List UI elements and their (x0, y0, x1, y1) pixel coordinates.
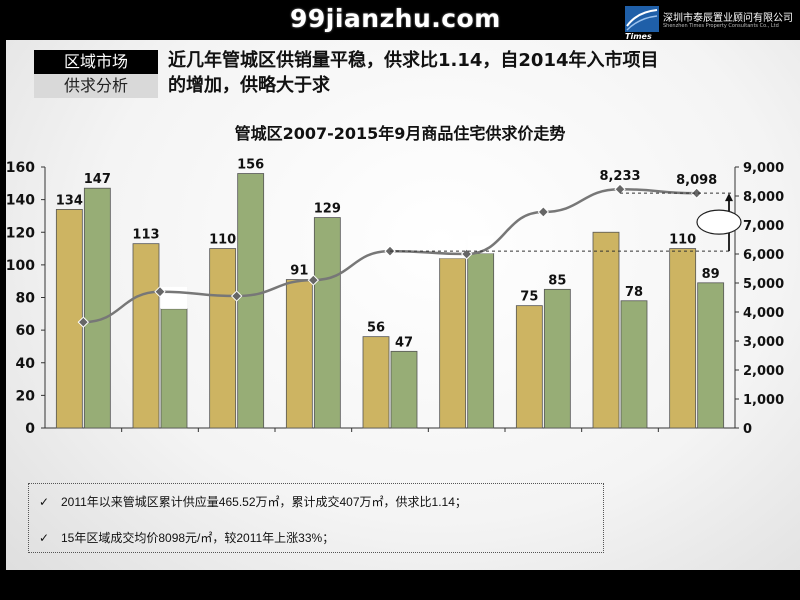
right-axis-tick-label: 8,000 (743, 190, 784, 205)
bar-value-label: 113 (132, 228, 159, 243)
note-text: 2011年以来管城区累计供应量465.52万㎡，累计成交407万㎡，供求比1.1… (61, 495, 467, 509)
left-axis-tick-label: 40 (16, 356, 36, 372)
sales-bar (313, 217, 341, 429)
supply-bar (55, 209, 83, 429)
check-icon: ✓ (39, 495, 50, 509)
left-axis-tick-label: 20 (16, 388, 36, 404)
bar-value-label: 156 (237, 158, 264, 173)
sales-bar (390, 350, 418, 429)
section-label-bottom: 供求分析 (34, 74, 158, 98)
price-point (614, 183, 626, 195)
price-value-label: 8,233 (599, 169, 640, 184)
left-axis-tick-label: 80 (16, 291, 36, 307)
right-axis-tick-label: 2,000 (743, 364, 784, 379)
top-bar (0, 0, 800, 40)
left-axis-tick-label: 60 (16, 323, 36, 339)
price-point (690, 187, 703, 199)
bar-value-label: 110 (209, 233, 236, 248)
right-axis-tick-label: 7,000 (743, 219, 784, 234)
supply-demand-price-chart: 0 20 40 60 80 100 120 140 160 0 1,000 2,000 3,000 4,0… (6, 158, 784, 437)
left-axis-tick-label: 140 (6, 193, 35, 209)
note-item: ✓ 15年区域成交均价8098元/㎡，较2011年上涨33%； (39, 529, 334, 546)
sales-bar (620, 300, 648, 429)
sales-bar (467, 253, 495, 429)
sales-bar (697, 282, 725, 429)
supply-bar (285, 279, 313, 429)
price-point (77, 316, 90, 328)
left-axis-tick-label: 0 (25, 421, 35, 437)
note-item: ✓ 2011年以来管城区累计供应量465.52万㎡，累计成交407万㎡，供求比1.… (39, 493, 467, 510)
right-axis-tick-label: 5,000 (743, 277, 784, 292)
supply-bar (209, 248, 237, 429)
headline-line-1: 近几年管城区供销量平稳，供求比1.14，自2014年入市项目 (168, 50, 659, 71)
note-text: 15年区域成交均价8098元/㎡，较2011年上涨33%； (61, 531, 335, 545)
supply-bar (592, 231, 620, 429)
bar-value-label: 91 (290, 264, 308, 279)
sales-bar (83, 187, 111, 429)
logo-mark-icon (625, 6, 659, 32)
bar-value-label: 110 (669, 233, 696, 248)
price-point (307, 274, 320, 286)
supply-bar (362, 336, 390, 429)
bar-value-label: 129 (314, 202, 341, 217)
headline: 近几年管城区供销量平稳，供求比1.14，自2014年入市项目 的增加，供略大于求 (168, 48, 768, 98)
logo-brand: Times (625, 32, 652, 41)
bar-value-label: 75 (520, 290, 538, 305)
bar-value-label: 78 (625, 285, 643, 300)
section-label: 区域市场 供求分析 (34, 50, 158, 98)
bar-value-label: 89 (702, 267, 720, 282)
right-axis-tick-label: 4,000 (743, 306, 784, 321)
bar-value-label: 85 (548, 273, 566, 288)
price-point (537, 206, 550, 218)
supply-bar (669, 248, 697, 429)
label-mask (439, 240, 466, 259)
right-axis-tick-label: 9,000 (743, 161, 784, 176)
price-point (230, 290, 243, 302)
bar-value-label: 147 (84, 172, 111, 187)
sales-bar (543, 288, 571, 429)
sales-bar (160, 308, 188, 429)
left-bar (0, 40, 6, 570)
label-mask (161, 286, 187, 309)
bar-value-label: 56 (367, 321, 385, 336)
logo-company-en: Shenzhen Times Property Consultants Co.,… (663, 23, 779, 29)
company-logo: 深圳市泰辰置业顾问有限公司 Shenzhen Times Property Co… (625, 6, 793, 42)
left-axis-tick-label: 100 (6, 258, 35, 274)
logo-company-cn: 深圳市泰辰置业顾问有限公司 (663, 13, 793, 24)
sales-bar (237, 173, 265, 429)
right-axis-tick-label: 1,000 (743, 393, 784, 408)
supply-bar (132, 243, 160, 429)
bottom-bar (0, 570, 800, 600)
chart-title: 管城区2007-2015年9月商品住宅供求价走势 (234, 124, 566, 143)
section-label-top: 区域市场 (34, 50, 158, 74)
watermark-text: 99jianzhu.com (290, 4, 501, 33)
check-icon: ✓ (39, 531, 50, 545)
arrow-head-icon (725, 193, 733, 202)
bar-value-label: 47 (395, 335, 413, 350)
annotation-bubble (696, 209, 742, 235)
right-axis-tick-label: 3,000 (743, 335, 784, 350)
supply-bar (515, 305, 543, 429)
right-axis-tick-label: 0 (743, 422, 752, 437)
price-value-label: 8,098 (676, 173, 717, 188)
price-point (154, 285, 166, 298)
right-axis-tick-label: 6,000 (743, 248, 784, 263)
supply-bar (439, 257, 467, 429)
notes-box: ✓ 2011年以来管城区累计供应量465.52万㎡，累计成交407万㎡，供求比1.… (28, 483, 604, 553)
left-axis-tick-label: 120 (6, 225, 35, 241)
headline-line-2: 的增加，供略大于求 (168, 75, 330, 96)
bar-value-label: 134 (56, 193, 83, 208)
left-axis-tick-label: 160 (6, 160, 35, 176)
